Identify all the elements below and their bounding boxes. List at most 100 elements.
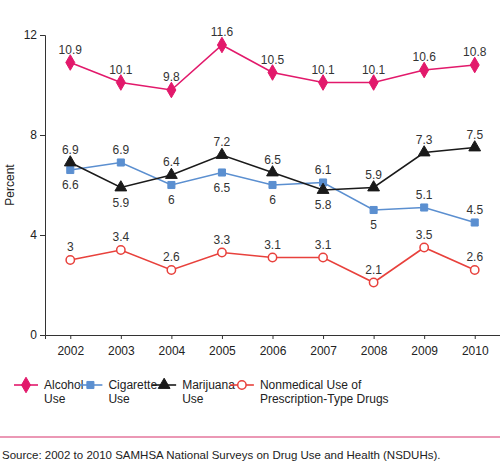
marker bbox=[218, 248, 226, 256]
separator bbox=[0, 436, 500, 437]
marker bbox=[115, 181, 127, 191]
series-line bbox=[70, 248, 474, 283]
marker bbox=[268, 253, 276, 261]
tick-label: 2010 bbox=[462, 344, 489, 358]
legend-label: MarijuanaUse bbox=[182, 378, 235, 406]
axis-line bbox=[46, 336, 500, 340]
data-label: 6.5 bbox=[214, 181, 231, 195]
tick: 8 bbox=[30, 128, 45, 142]
tick: 2004 bbox=[159, 335, 186, 358]
legend-marker bbox=[22, 377, 31, 393]
tick-mark bbox=[424, 335, 425, 339]
tick-mark bbox=[475, 335, 476, 339]
legend-marker bbox=[87, 381, 94, 388]
data-label: 10.8 bbox=[463, 45, 487, 59]
tick-mark bbox=[121, 335, 122, 339]
marker bbox=[117, 246, 125, 254]
data-label: 10.5 bbox=[261, 53, 285, 67]
marker bbox=[117, 159, 124, 166]
data-label: 10.1 bbox=[311, 63, 335, 77]
legend-label: Nonmedical Use ofPrescription-Type Drugs bbox=[260, 378, 389, 406]
tick: 2005 bbox=[209, 335, 236, 358]
data-label: 2.1 bbox=[365, 263, 382, 277]
marker bbox=[369, 278, 377, 286]
tick: 2010 bbox=[462, 335, 489, 358]
marker bbox=[64, 156, 76, 166]
tick: 2003 bbox=[108, 335, 135, 358]
tick-mark bbox=[374, 335, 375, 339]
tick: 2007 bbox=[310, 335, 337, 358]
data-label: 3.5 bbox=[416, 228, 433, 242]
data-label: 5.9 bbox=[112, 196, 129, 210]
marker bbox=[368, 181, 380, 191]
marker bbox=[116, 75, 125, 91]
marker bbox=[168, 181, 175, 188]
tick-label: 4 bbox=[30, 228, 37, 242]
marker bbox=[66, 256, 74, 264]
data-label: 4.5 bbox=[466, 203, 483, 217]
legend-label-line: Prescription-Type Drugs bbox=[260, 392, 389, 406]
marker bbox=[470, 57, 479, 73]
tick-label: 2005 bbox=[209, 344, 236, 358]
legend-marker bbox=[238, 381, 246, 389]
data-label: 10.1 bbox=[109, 63, 133, 77]
data-label: 5.8 bbox=[315, 198, 332, 212]
y-axis: 0 4 8 12 bbox=[24, 28, 46, 342]
tick-label: 2006 bbox=[260, 344, 287, 358]
marker bbox=[418, 146, 430, 156]
data-label: 7.2 bbox=[214, 135, 231, 149]
marker bbox=[66, 55, 75, 71]
legend-label-line: Marijuana bbox=[182, 378, 235, 392]
marker bbox=[218, 169, 225, 176]
legend-label: CigaretteUse bbox=[108, 378, 157, 406]
tick-label: 12 bbox=[24, 28, 38, 42]
axis-line bbox=[40, 36, 46, 336]
marker bbox=[217, 37, 226, 53]
tick: 0 bbox=[30, 328, 45, 342]
data-label: 10.6 bbox=[412, 50, 436, 64]
legend-label-line: Use bbox=[44, 392, 66, 406]
tick-mark bbox=[40, 335, 45, 336]
marker bbox=[317, 183, 329, 193]
data-label: 10.1 bbox=[362, 63, 386, 77]
data-label: 6 bbox=[168, 193, 175, 207]
tick-mark bbox=[273, 335, 274, 339]
marker bbox=[269, 181, 276, 188]
source-note: Source: 2002 to 2010 SAMHSA National Sur… bbox=[2, 449, 441, 461]
legend-item: AlcoholUse bbox=[14, 377, 83, 406]
series-line bbox=[70, 163, 474, 223]
tick-label: 2007 bbox=[310, 344, 337, 358]
plot-marks bbox=[64, 37, 480, 286]
axis-title: Percent bbox=[3, 164, 17, 206]
data-label: 6.1 bbox=[315, 163, 332, 177]
data-label: 3.1 bbox=[315, 238, 332, 252]
marker bbox=[166, 168, 178, 178]
tick: 2008 bbox=[361, 335, 388, 358]
marker bbox=[420, 62, 429, 78]
data-label: 5.9 bbox=[365, 168, 382, 182]
marker bbox=[167, 82, 176, 98]
data-label: 6.4 bbox=[163, 155, 180, 169]
series-line bbox=[70, 45, 474, 90]
tick-mark bbox=[171, 335, 172, 339]
tick: 2006 bbox=[260, 335, 287, 358]
tick: 2009 bbox=[411, 335, 438, 358]
tick-label: 8 bbox=[30, 128, 37, 142]
legend-item: Nonmedical Use ofPrescription-Type Drugs bbox=[230, 378, 389, 406]
data-label: 6 bbox=[269, 193, 276, 207]
legend: AlcoholUseCigaretteUseMarijuanaUseNonmed… bbox=[14, 377, 389, 406]
series-line bbox=[70, 148, 474, 191]
data-label: 3 bbox=[67, 240, 74, 254]
data-label: 2.6 bbox=[466, 250, 483, 264]
data-label: 5 bbox=[370, 218, 377, 232]
tick: 2002 bbox=[57, 335, 84, 358]
legend-label-line: Cigarette bbox=[108, 378, 157, 392]
data-label: 3.1 bbox=[264, 238, 281, 252]
tick-mark bbox=[40, 235, 45, 236]
tick-label: 0 bbox=[30, 328, 37, 342]
tick-mark bbox=[70, 335, 71, 339]
data-label: 6.9 bbox=[112, 143, 129, 157]
data-label: 5.1 bbox=[416, 188, 433, 202]
data-label: 11.6 bbox=[211, 25, 234, 39]
marker bbox=[469, 141, 481, 151]
